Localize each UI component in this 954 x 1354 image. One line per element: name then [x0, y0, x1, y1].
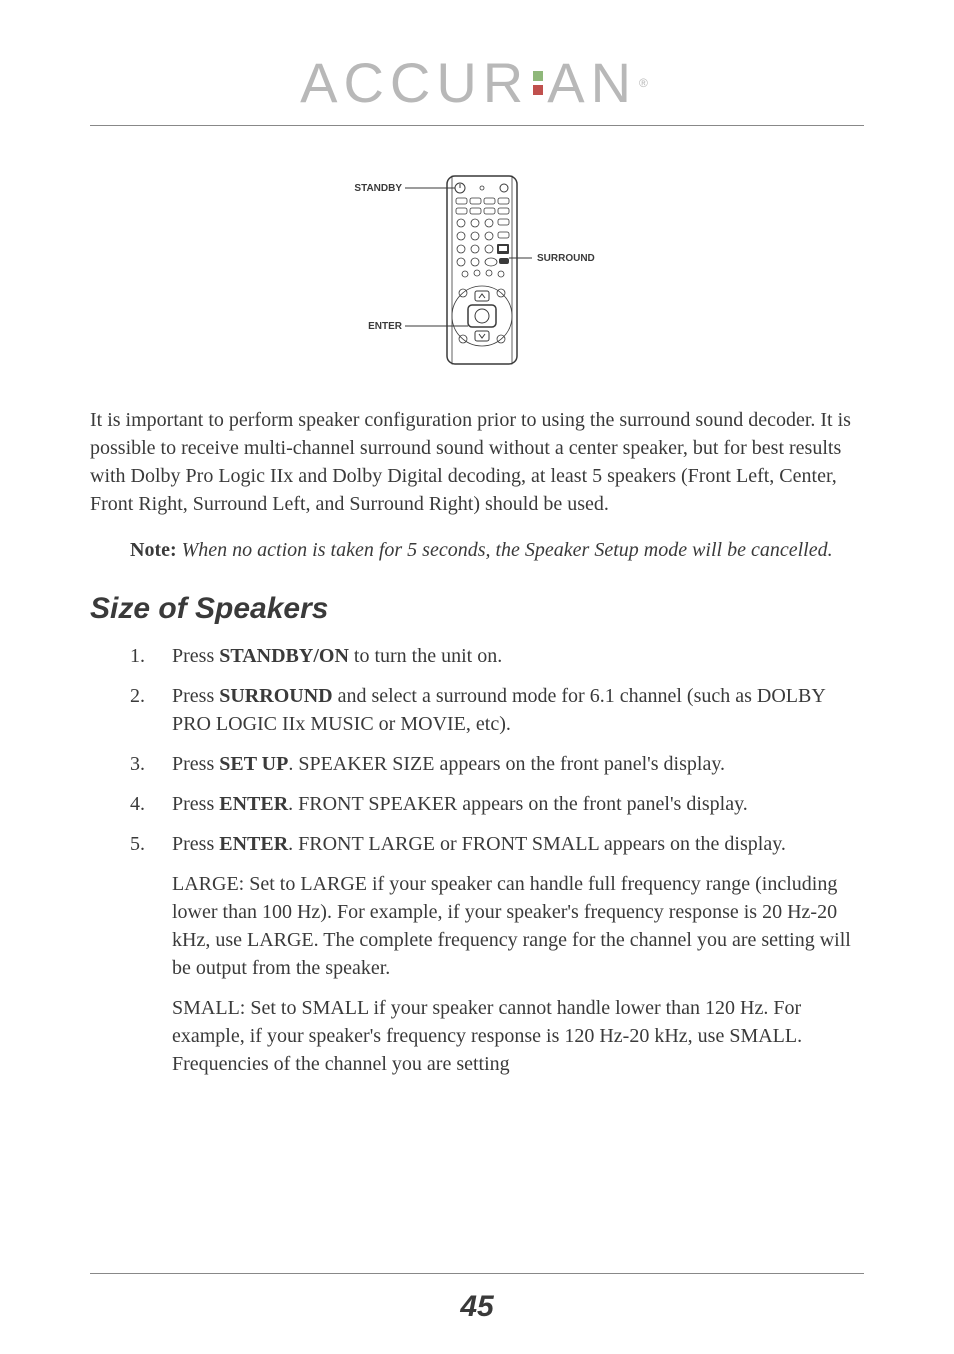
brand-logo: ACCUR AN ® — [90, 50, 864, 115]
registered-mark: ® — [639, 76, 654, 90]
logo-text: ACCUR AN ® — [300, 50, 654, 115]
logo-left: ACCUR — [300, 50, 529, 115]
list-item: 2. Press SURROUND and select a surround … — [130, 682, 864, 738]
section-heading: Size of Speakers — [90, 592, 864, 626]
intro-paragraph: It is important to perform speaker confi… — [90, 406, 864, 518]
list-number: 4. — [130, 790, 172, 818]
list-number: 5. — [130, 830, 172, 858]
sub-paragraph-small: SMALL: Set to SMALL if your speaker cann… — [172, 994, 864, 1078]
list-item: 3. Press SET UP. SPEAKER SIZE appears on… — [130, 750, 864, 778]
list-number: 2. — [130, 682, 172, 738]
list-body: Press ENTER. FRONT SPEAKER appears on th… — [172, 790, 864, 818]
diagram-label-enter: ENTER — [368, 321, 403, 332]
list-item: 4. Press ENTER. FRONT SPEAKER appears on… — [130, 790, 864, 818]
note-paragraph: Note: When no action is taken for 5 seco… — [130, 536, 864, 564]
instruction-list: 1. Press STANDBY/ON to turn the unit on.… — [130, 642, 864, 858]
list-item: 5. Press ENTER. FRONT LARGE or FRONT SMA… — [130, 830, 864, 858]
top-rule — [90, 125, 864, 126]
page-number: 45 — [0, 1290, 954, 1324]
diagram-label-standby: STANDBY — [354, 183, 402, 194]
logo-dots-icon — [533, 71, 543, 95]
list-body: Press ENTER. FRONT LARGE or FRONT SMALL … — [172, 830, 864, 858]
note-body: When no action is taken for 5 seconds, t… — [177, 539, 833, 561]
list-body: Press STANDBY/ON to turn the unit on. — [172, 642, 864, 670]
list-item: 1. Press STANDBY/ON to turn the unit on. — [130, 642, 864, 670]
note-label: Note: — [130, 539, 177, 561]
remote-svg-icon: STANDBY ENTER SURROUND — [307, 166, 647, 366]
list-body: Press SET UP. SPEAKER SIZE appears on th… — [172, 750, 864, 778]
logo-right: AN — [547, 50, 637, 115]
diagram-label-surround: SURROUND — [537, 253, 595, 264]
list-number: 1. — [130, 642, 172, 670]
bottom-rule — [90, 1273, 864, 1274]
remote-diagram: STANDBY ENTER SURROUND — [90, 166, 864, 366]
list-number: 3. — [130, 750, 172, 778]
sub-paragraph-large: LARGE: Set to LARGE if your speaker can … — [172, 870, 864, 982]
list-body: Press SURROUND and select a surround mod… — [172, 682, 864, 738]
